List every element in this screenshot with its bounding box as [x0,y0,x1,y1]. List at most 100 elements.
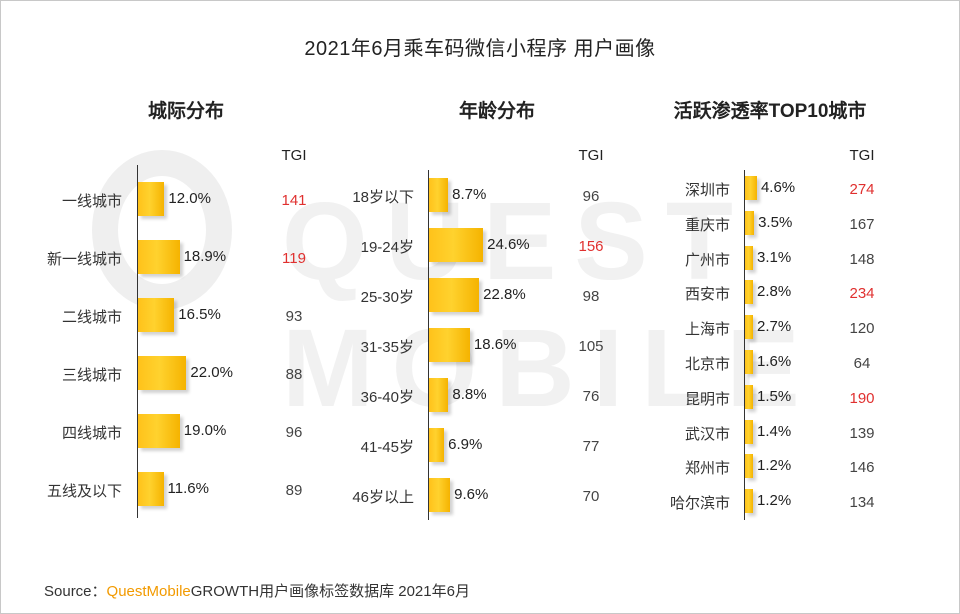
tgi-value: 139 [849,424,875,442]
tgi-value: 93 [285,308,303,325]
bar [745,419,753,444]
data-label: 3.5% [758,213,793,231]
category-label: 19-24岁 [360,239,414,256]
category-label: 25-30岁 [360,289,414,306]
data-label: 8.8% [452,386,487,403]
data-label: 1.4% [757,422,792,440]
category-label: 武汉市 [684,425,730,443]
panel-title: 活跃渗透率TOP10城市 [673,101,867,122]
category-label: 18岁以下 [352,189,414,206]
data-label: 6.9% [448,436,483,453]
tgi-value: 234 [849,285,875,303]
bar [745,350,753,374]
bar [429,328,470,362]
data-label: 9.6% [454,486,489,503]
tgi-value: 141 [281,192,307,209]
data-label: 19.0% [183,422,227,439]
tgi-value: 146 [849,459,875,477]
category-label: 西安市 [684,286,730,304]
tgi-value: 274 [849,181,875,198]
data-label: 2.7% [757,318,792,336]
tgi-value: 96 [582,188,600,205]
category-label: 41-45岁 [360,439,414,456]
bar [429,378,449,412]
data-label: 8.7% [452,186,487,203]
data-label: 22.8% [483,286,526,303]
category-label: 深圳市 [684,182,730,199]
bar [745,384,753,409]
tgi-value: 119 [282,250,306,267]
data-label: 4.6% [760,179,796,196]
tgi-value: 148 [849,250,875,268]
source-brand: QuestMobile [106,583,191,600]
category-label: 广州市 [684,251,730,269]
tgi-value: 105 [578,338,604,355]
tgi-value: 70 [582,488,600,505]
bar [429,278,480,312]
category-label: 36-40岁 [360,389,414,406]
bar [138,414,180,448]
bar [429,478,451,512]
bar [138,240,180,274]
tgi-value: 96 [285,424,303,441]
bar [138,298,175,332]
panel-title: 城际分布 [147,101,224,122]
source-suffix: GROWTH用户画像标签数据库 2021年6月 [190,583,470,600]
data-label: 18.6% [473,336,517,353]
tgi-value: 89 [285,482,303,499]
bar [429,428,445,462]
data-label: 18.9% [183,248,227,265]
tgi-value: 77 [582,438,600,455]
data-label: 1.2% [757,457,792,475]
category-label: 三线城市 [61,367,122,384]
bar [138,356,187,390]
source-prefix: Source： [44,583,107,600]
category-label: 46岁以上 [352,489,414,506]
bar [429,228,484,262]
tgi-value: 64 [853,355,871,372]
bar [429,178,449,212]
data-label: 1.6% [757,353,792,370]
tgi-value: 98 [582,288,600,305]
tgi-header: TGI [281,147,307,164]
tgi-header: TGI [578,147,604,164]
category-label: 哈尔滨市 [669,495,730,513]
data-label: 1.2% [757,492,792,510]
bar [745,280,753,305]
tgi-value: 88 [285,366,303,383]
category-label: 二线城市 [61,309,122,326]
y-axis-line [137,165,138,518]
bar [745,489,753,514]
bar [745,245,754,270]
tgi-value: 167 [849,215,875,233]
data-label: 16.5% [178,306,221,323]
panel-title: 年龄分布 [458,101,535,122]
bar [745,315,753,340]
tgi-value: 156 [578,238,604,255]
data-label: 1.5% [757,387,792,405]
category-label: 上海市 [684,321,730,339]
y-axis-line [428,170,429,520]
category-label: 郑州市 [684,460,730,478]
tgi-value: 76 [582,388,600,405]
data-label: 12.0% [168,190,211,207]
bar [745,210,755,235]
category-label: 四线城市 [61,425,122,442]
data-label: 3.1% [757,248,792,266]
category-label: 新一线城市 [46,251,122,268]
tgi-value: 134 [849,494,875,512]
y-axis-line [744,170,745,520]
data-label: 24.6% [487,236,530,253]
data-label: 22.0% [190,364,233,381]
category-label: 五线及以下 [46,483,122,500]
bar [745,454,753,479]
data-label: 11.6% [167,480,209,497]
bar [745,176,757,200]
tgi-value: 190 [849,389,875,407]
category-label: 一线城市 [61,193,122,210]
source-note: Source：QuestMobileGROWTH用户画像标签数据库 2021年6… [44,580,470,601]
data-label: 2.8% [757,283,792,301]
category-label: 昆明市 [684,390,730,408]
tgi-value: 120 [849,320,875,338]
category-label: 北京市 [684,356,730,373]
